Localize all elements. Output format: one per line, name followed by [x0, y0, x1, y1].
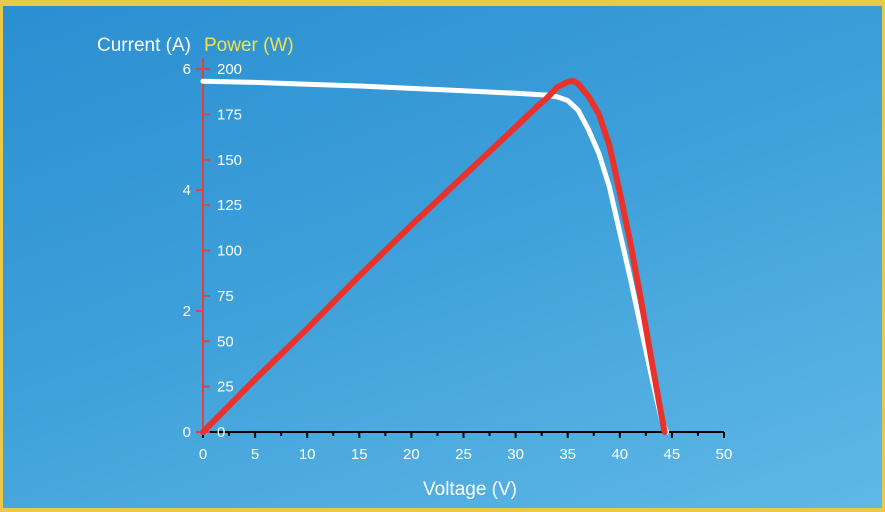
y-right-tick-label: 25	[217, 379, 234, 396]
x-tick-label: 5	[251, 446, 259, 463]
x-tick-label: 40	[611, 446, 628, 463]
y-left-tick-label: 2	[183, 303, 191, 320]
current-curve-line	[200, 78, 670, 435]
y-right-tick-label: 125	[217, 197, 242, 214]
y-right-tick-label: 100	[217, 243, 242, 260]
x-axis-label: Voltage (V)	[423, 479, 517, 500]
x-tick-label: 30	[507, 446, 524, 463]
y-right-tick-label: 150	[217, 152, 242, 169]
y-right-axis-label: Power (W)	[204, 35, 294, 56]
x-tick-label: 45	[664, 446, 681, 463]
x-tick-label: 0	[199, 446, 207, 463]
x-tick-label: 10	[299, 446, 316, 463]
y-right-tick-label: 75	[217, 288, 234, 305]
y-right-tick-label: 50	[217, 333, 234, 350]
x-tick-label: 20	[403, 446, 420, 463]
x-tick-label: 25	[455, 446, 472, 463]
x-tick-label: 35	[559, 446, 576, 463]
y-right-tick-label: 200	[217, 61, 242, 78]
y-left-axis-label: Current (A)	[97, 35, 191, 56]
y-left-tick-label: 6	[183, 61, 191, 78]
y-right-tick-label: 175	[217, 106, 242, 123]
y-right-tick-label: 0	[217, 424, 225, 441]
y-left-tick-label: 0	[183, 424, 191, 441]
power-curve-line	[200, 77, 668, 435]
x-tick-label: 50	[716, 446, 733, 463]
x-tick-label: 15	[351, 446, 368, 463]
y-left-tick-label: 4	[183, 182, 191, 199]
